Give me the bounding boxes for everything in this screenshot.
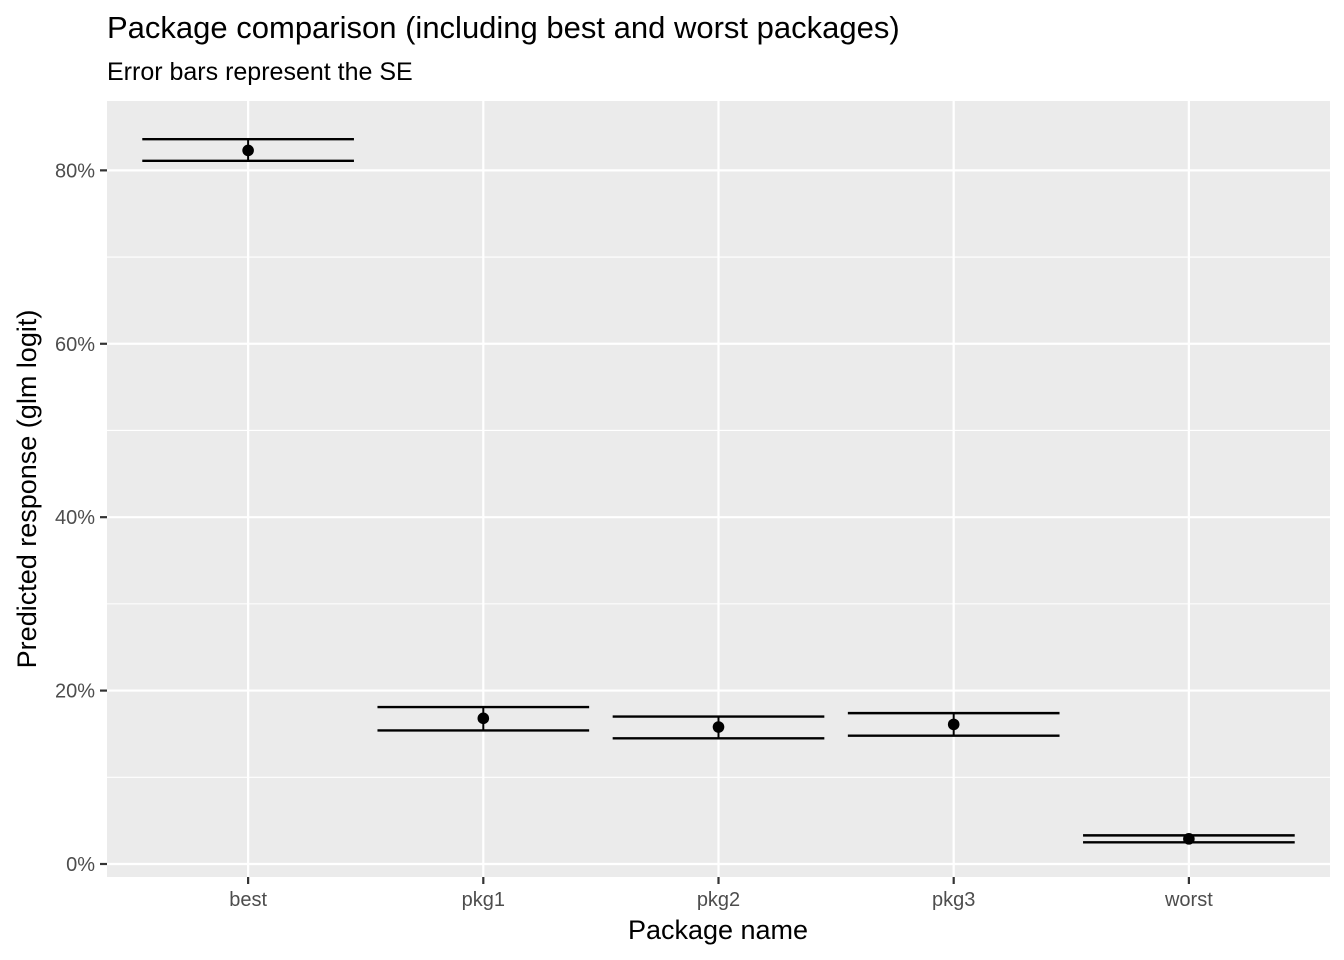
y-tick-label: 20%: [55, 681, 95, 703]
chart-title: Package comparison (including best and w…: [107, 10, 900, 45]
x-tick-label: pkg1: [462, 889, 505, 911]
x-axis: best pkg1 pkg2 pkg3 worst: [229, 877, 1213, 911]
y-tick-label: 60%: [55, 334, 95, 356]
x-tick-label: best: [229, 889, 267, 911]
y-tick-label: 80%: [55, 160, 95, 182]
x-tick-label: pkg3: [932, 889, 975, 911]
x-tick-label: worst: [1164, 889, 1213, 911]
chart-marks: [142, 137, 1295, 845]
y-tick-label: 40%: [55, 507, 95, 529]
y-axis: 0% 20% 40% 60% 80%: [55, 160, 107, 876]
data-point: [242, 144, 254, 157]
data-point: [947, 718, 960, 731]
data-point: [712, 721, 725, 733]
major-gridlines: [107, 101, 1330, 877]
chart-subtitle: Error bars represent the SE: [107, 58, 413, 86]
data-point: [477, 712, 490, 725]
y-axis-title: Predicted response (glm logit): [12, 310, 42, 669]
y-tick-label: 0%: [66, 854, 95, 876]
data-point: [1183, 833, 1195, 845]
x-axis-title: Package name: [628, 915, 808, 945]
x-tick-label: pkg2: [697, 889, 740, 911]
